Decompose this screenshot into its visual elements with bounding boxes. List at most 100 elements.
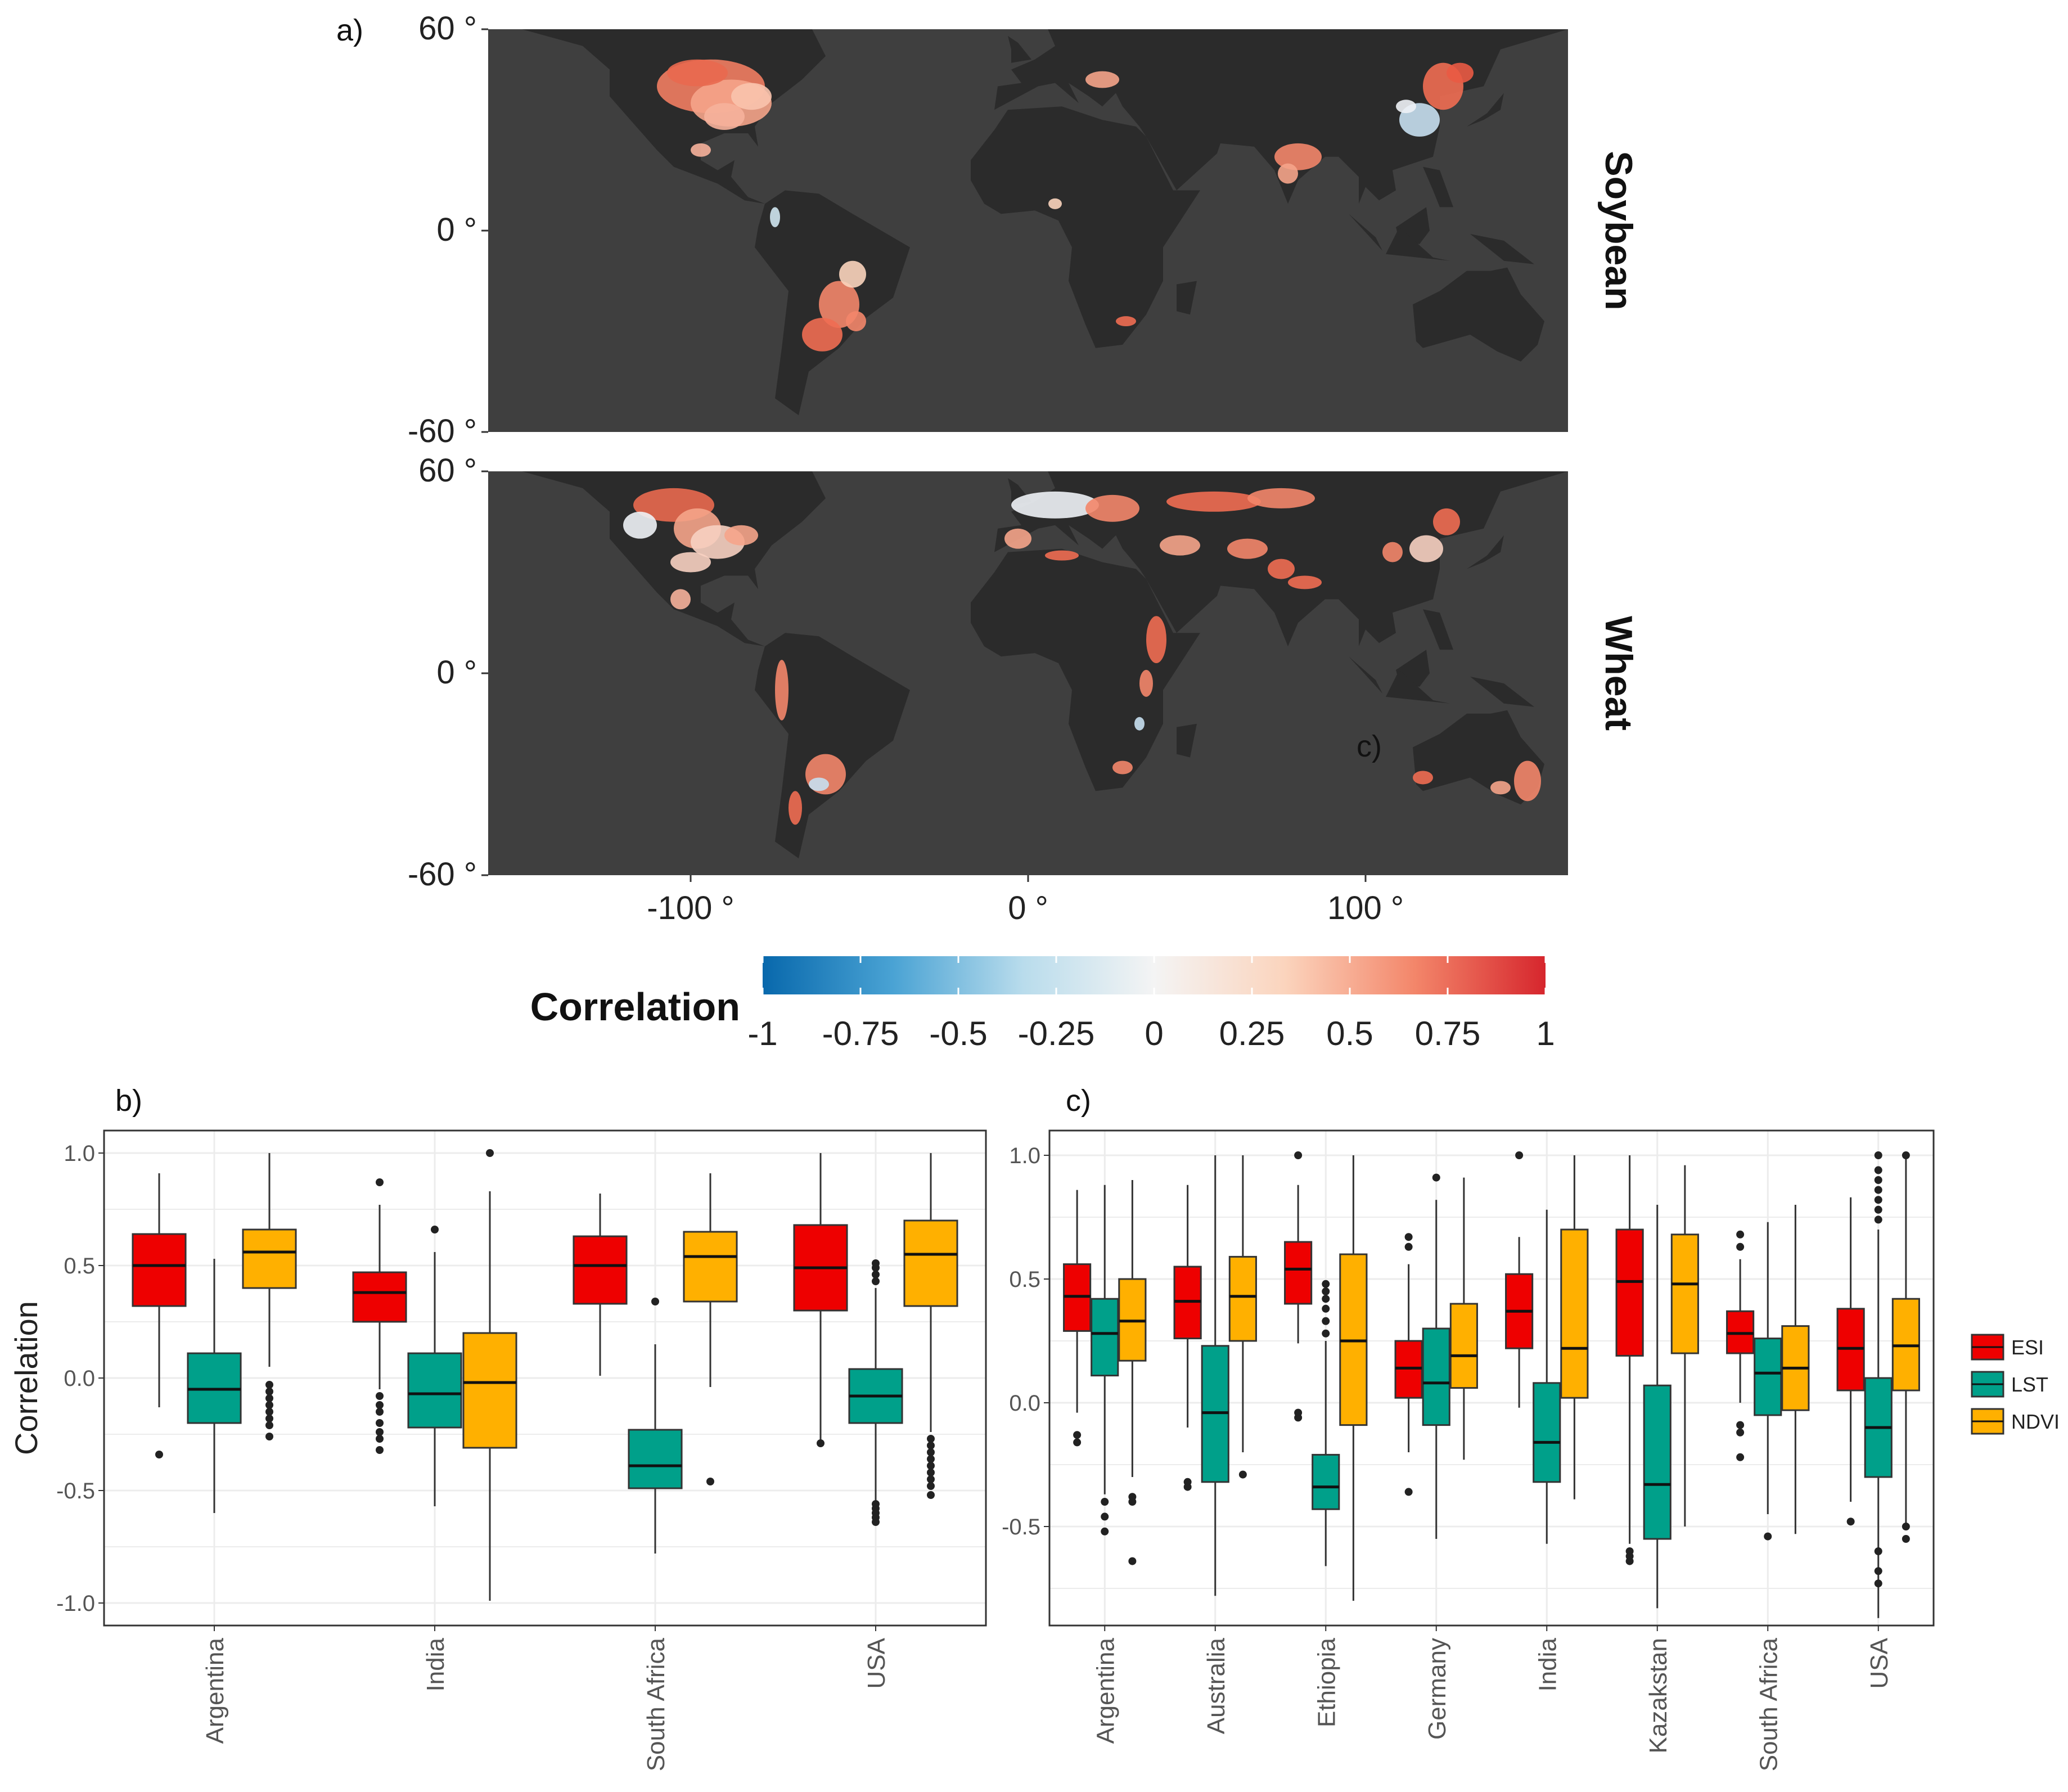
outlier-point <box>1322 1304 1330 1313</box>
box-lst <box>628 1429 683 1489</box>
outlier-point <box>486 1149 494 1157</box>
x-tick-label: India <box>1534 1637 1561 1691</box>
outlier-point <box>265 1381 273 1389</box>
outlier-point <box>155 1451 163 1458</box>
outlier-point <box>651 1298 659 1305</box>
facet-label-wheat: Wheat <box>1597 616 1640 731</box>
outlier-point <box>927 1475 935 1483</box>
outlier-point <box>1128 1557 1137 1565</box>
outlier-point <box>927 1491 935 1499</box>
y-tick-label: 0.0 <box>1009 1391 1040 1416</box>
outlier-point <box>376 1435 384 1443</box>
outlier-point <box>1404 1488 1413 1496</box>
y-tick-label: 0.0 <box>64 1366 95 1391</box>
box-lst <box>1091 1298 1119 1377</box>
x-tick-label: Kazakstan <box>1645 1638 1672 1753</box>
correlation-patch <box>1146 616 1166 664</box>
outlier-point <box>376 1178 384 1186</box>
outlier-point <box>872 1277 880 1285</box>
map-wheat <box>488 471 1568 875</box>
land-shape-10 <box>1467 535 1504 569</box>
x-tick-label: Germany <box>1423 1638 1451 1740</box>
map-c-label: c) <box>1357 730 1382 763</box>
correlation-patch <box>839 260 866 288</box>
outlier-point <box>706 1478 714 1485</box>
box-lst <box>1643 1384 1671 1540</box>
colorbar-tick-label: 1 <box>1536 1015 1555 1052</box>
outlier-point <box>1736 1242 1745 1251</box>
correlation-patch <box>789 791 802 825</box>
y-tick-label: -1.0 <box>56 1591 95 1616</box>
plot-frame <box>1048 1129 1935 1627</box>
x-tick-label: South Africa <box>642 1637 670 1771</box>
box-lst <box>1754 1338 1782 1416</box>
land-shape-0 <box>488 471 826 647</box>
land-shape-3 <box>994 29 1568 204</box>
map-soybean <box>488 29 1568 432</box>
land-shape-11 <box>1008 35 1031 63</box>
lat-tick-label: 60 ° <box>418 10 477 47</box>
correlation-patch <box>1048 198 1062 209</box>
land-shape-7 <box>1349 656 1382 694</box>
correlation-patch <box>667 59 728 87</box>
x-tick-label: South Africa <box>1755 1637 1782 1771</box>
correlation-patch <box>770 207 780 228</box>
outlier-point <box>1902 1535 1910 1543</box>
boxplot-c: 1.0 0.5 0.0 -0.5 Argentina Australia Ethiopia G… <box>1002 1129 1935 1771</box>
lat-tick-label: -60 ° <box>408 413 477 449</box>
y-tick-label: 1.0 <box>64 1141 95 1166</box>
x-tick-label: USA <box>1866 1637 1893 1689</box>
correlation-patch <box>1409 535 1443 562</box>
correlation-patch <box>1160 535 1200 556</box>
correlation-patch <box>1011 491 1099 519</box>
y-tick-label: 1.0 <box>1009 1143 1040 1168</box>
colorbar-tick-label: 0 <box>1145 1015 1163 1052</box>
panel-a-label: a) <box>336 13 363 47</box>
outlier-point <box>1073 1438 1082 1447</box>
outlier-point <box>1073 1431 1082 1439</box>
outlier-point <box>1128 1498 1137 1506</box>
box-ndvi <box>1670 1233 1699 1354</box>
outlier-point <box>927 1448 935 1456</box>
outlier-point <box>1183 1483 1192 1491</box>
outlier-point <box>265 1433 273 1440</box>
map-wheat-correlation-patches <box>623 488 1541 825</box>
correlation-patch <box>1382 542 1403 562</box>
outlier-point <box>265 1394 273 1402</box>
map-axes: Soybean 60 ° 0 ° -60 ° Wheat 60 ° 0 ° -60 ° -100… <box>408 10 1640 926</box>
correlation-patch <box>623 511 657 539</box>
outlier-point <box>1322 1295 1330 1303</box>
lat-tick-label: 60 ° <box>418 452 477 489</box>
land-shape-5 <box>1177 281 1197 315</box>
box-ndvi <box>462 1332 517 1449</box>
colorbar-ticks: -1 -0.75 -0.5 -0.25 0 0.25 0.5 0.75 1 <box>747 956 1555 1052</box>
outlier-point <box>1874 1579 1882 1588</box>
outlier-point <box>1294 1413 1303 1422</box>
correlation-patch <box>1134 717 1145 731</box>
x-tick-label: USA <box>863 1637 890 1689</box>
box-ndvi <box>1560 1228 1589 1399</box>
land-shape-13 <box>1423 609 1453 650</box>
box-lst <box>1312 1453 1340 1510</box>
x-tick-label: India <box>422 1637 449 1691</box>
outlier-point <box>1404 1242 1413 1251</box>
legend-label-ndvi: NDVI <box>2011 1410 2060 1433</box>
outlier-point <box>927 1462 935 1470</box>
correlation-patch <box>1085 71 1119 88</box>
outlier-point <box>927 1469 935 1476</box>
colorbar-tick-label: 0.5 <box>1326 1015 1373 1052</box>
correlation-patch <box>724 525 758 546</box>
plot-frame <box>103 1129 987 1627</box>
outlier-point <box>431 1226 439 1233</box>
map-soybean-land <box>488 29 1568 416</box>
colorbar-tick-label: -0.25 <box>1018 1015 1095 1052</box>
outlier-point <box>1874 1196 1882 1204</box>
box-lst <box>407 1352 462 1429</box>
correlation-patch <box>1247 488 1315 508</box>
outlier-point <box>1101 1498 1109 1506</box>
box-ndvi <box>1228 1255 1257 1342</box>
box-lst <box>1422 1327 1450 1426</box>
outlier-point <box>376 1392 384 1400</box>
x-tick-label: Ethiopia <box>1313 1637 1340 1727</box>
outlier-point <box>265 1415 273 1422</box>
